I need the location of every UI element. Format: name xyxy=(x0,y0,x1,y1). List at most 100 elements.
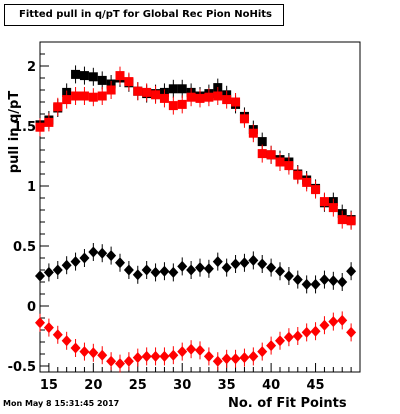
data-point xyxy=(168,349,179,361)
data-point xyxy=(266,340,277,352)
data-point xyxy=(88,347,99,359)
data-point xyxy=(328,316,339,328)
data-point xyxy=(346,216,356,226)
data-point xyxy=(115,71,125,81)
data-point xyxy=(123,355,134,367)
data-point xyxy=(159,265,170,277)
data-point xyxy=(52,264,63,276)
data-point xyxy=(97,91,107,101)
data-point xyxy=(257,137,267,147)
data-point xyxy=(257,346,268,358)
data-point xyxy=(106,85,116,95)
data-point xyxy=(266,150,276,160)
data-point xyxy=(328,203,338,213)
data-point xyxy=(195,262,205,274)
data-point xyxy=(43,266,54,278)
data-point xyxy=(186,92,196,102)
data-point xyxy=(310,278,321,290)
data-point xyxy=(239,257,250,269)
data-point xyxy=(159,350,170,362)
data-point xyxy=(88,92,98,102)
data-point xyxy=(213,91,223,101)
data-point xyxy=(35,270,45,282)
data-point xyxy=(43,322,54,334)
data-point xyxy=(177,84,187,94)
x-tick-label: 40 xyxy=(262,378,280,393)
data-point xyxy=(248,254,259,266)
data-point xyxy=(319,274,330,286)
data-point xyxy=(221,262,232,274)
data-point xyxy=(337,314,348,326)
data-point xyxy=(212,355,223,367)
y-axis: -0.5 0 0.5 1 1.5 2 xyxy=(8,41,49,375)
data-point xyxy=(177,99,187,109)
y-tick-label: -0.5 xyxy=(8,360,36,375)
data-point xyxy=(168,266,179,278)
data-point xyxy=(248,350,259,362)
data-point xyxy=(106,355,117,367)
data-point xyxy=(186,264,197,276)
data-point xyxy=(319,319,330,331)
series-0 xyxy=(35,65,356,229)
data-point xyxy=(231,97,241,107)
series-3 xyxy=(35,311,357,373)
data-point xyxy=(150,266,161,278)
data-point xyxy=(230,353,241,365)
x-tick-label: 35 xyxy=(218,378,236,393)
data-point xyxy=(141,264,152,276)
data-point xyxy=(177,260,188,272)
data-point xyxy=(222,95,232,105)
data-point xyxy=(230,258,241,270)
data-point xyxy=(79,91,89,101)
data-point xyxy=(328,275,339,287)
data-point xyxy=(283,331,294,343)
data-point xyxy=(195,344,205,356)
data-point xyxy=(159,93,169,103)
data-point xyxy=(275,265,285,277)
x-tick-label: 45 xyxy=(307,378,325,393)
timestamp: Mon May 8 15:31:45 2017 xyxy=(3,399,120,408)
data-point xyxy=(275,335,285,347)
data-point xyxy=(186,343,197,355)
data-series xyxy=(35,65,357,373)
data-point xyxy=(115,257,125,269)
data-point xyxy=(239,352,250,364)
data-point xyxy=(79,252,90,264)
data-point xyxy=(123,264,134,276)
data-point xyxy=(71,91,81,101)
data-point xyxy=(168,101,178,111)
data-point xyxy=(257,149,267,159)
data-point xyxy=(292,330,303,342)
data-point xyxy=(88,246,99,258)
data-point xyxy=(301,326,312,338)
data-point xyxy=(151,90,161,100)
data-point xyxy=(212,256,223,268)
data-point xyxy=(168,84,178,94)
data-point xyxy=(266,262,277,274)
y-axis-label: pull in q/pT xyxy=(7,91,22,174)
data-point xyxy=(346,265,357,277)
data-point xyxy=(79,346,90,358)
data-point xyxy=(283,270,294,282)
data-point xyxy=(133,86,143,96)
x-tick-label: 20 xyxy=(84,378,102,393)
data-point xyxy=(97,75,107,85)
data-point xyxy=(53,102,63,112)
x-tick-label: 30 xyxy=(173,378,191,393)
data-point xyxy=(106,250,117,262)
data-point xyxy=(203,263,214,275)
x-axis: 15 20 25 30 35 40 45 xyxy=(39,363,361,393)
data-point xyxy=(221,353,232,365)
data-point xyxy=(132,269,143,281)
data-point xyxy=(203,350,214,362)
data-point xyxy=(319,197,329,207)
y-tick-label: 1 xyxy=(27,180,36,195)
data-point xyxy=(293,170,303,180)
data-point xyxy=(346,326,357,338)
series-2 xyxy=(35,243,357,294)
series-1 xyxy=(35,66,356,230)
data-point xyxy=(61,259,72,271)
data-point xyxy=(275,157,285,167)
y-tick-label: 0 xyxy=(27,300,36,315)
